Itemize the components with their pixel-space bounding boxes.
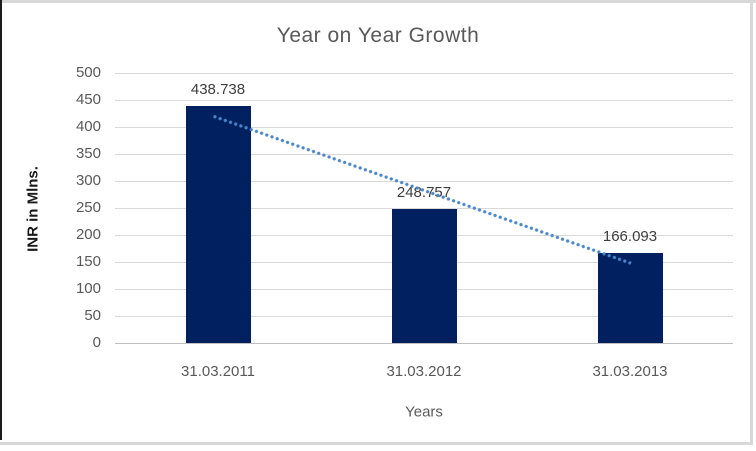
- bar-31.03.2012: [391, 208, 457, 343]
- chart-frame-top-border: [0, 0, 756, 3]
- y-tick-label: 300: [75, 172, 101, 189]
- y-tick-label: 400: [75, 118, 101, 135]
- y-tick-label: 200: [75, 226, 101, 243]
- chart-frame-left-edge: [0, 0, 2, 440]
- chart-frame-bottom-border: [0, 442, 753, 445]
- gridline: [115, 181, 733, 182]
- y-tick-label: 350: [75, 145, 101, 162]
- bar-value-label: 438.738: [190, 81, 246, 99]
- x-axis-title: Years: [405, 403, 443, 421]
- gridline: [115, 100, 733, 101]
- x-axis-line: [115, 343, 733, 344]
- bar-31.03.2013: [597, 253, 663, 343]
- bar-31.03.2011: [185, 106, 251, 343]
- y-tick-label: 50: [84, 307, 101, 324]
- y-tick-label: 100: [75, 280, 101, 297]
- gridline: [115, 154, 733, 155]
- chart-title: Year on Year Growth: [276, 24, 480, 47]
- y-tick-label: 150: [75, 253, 101, 270]
- x-tick-label: 31.03.2011: [181, 363, 255, 380]
- bar-value-label: 166.093: [602, 228, 658, 246]
- y-tick-label: 500: [75, 64, 101, 81]
- y-tick-label: 250: [75, 199, 101, 216]
- gridline: [115, 73, 733, 74]
- gridline: [115, 127, 733, 128]
- y-tick-label: 0: [92, 334, 101, 351]
- x-tick-label: 31.03.2012: [386, 363, 462, 380]
- chart-frame-right-border: [750, 0, 753, 445]
- x-tick-label: 31.03.2013: [592, 363, 668, 380]
- gridline: [115, 208, 733, 209]
- y-tick-label: 450: [75, 91, 101, 108]
